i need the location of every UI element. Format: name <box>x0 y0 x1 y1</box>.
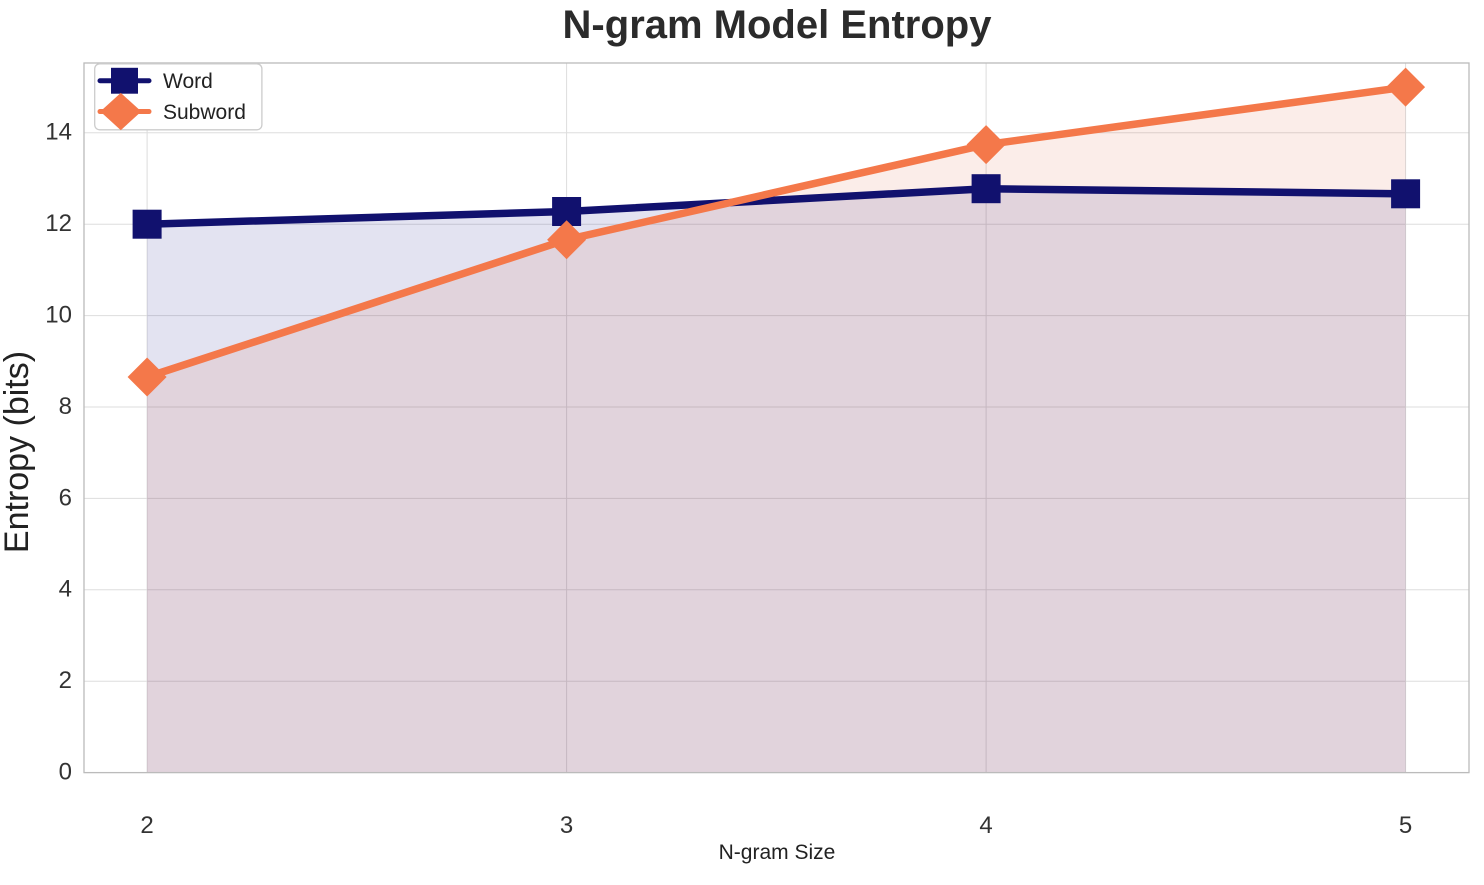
svg-text:5: 5 <box>1399 812 1412 839</box>
svg-text:10: 10 <box>45 302 72 329</box>
svg-text:14: 14 <box>45 119 72 146</box>
svg-text:Entropy (bits): Entropy (bits) <box>0 351 36 553</box>
svg-text:Subword: Subword <box>163 101 246 124</box>
svg-text:2: 2 <box>140 812 153 839</box>
svg-text:12: 12 <box>45 210 72 237</box>
svg-text:0: 0 <box>59 759 72 786</box>
svg-text:2: 2 <box>59 667 72 694</box>
svg-text:8: 8 <box>59 393 72 420</box>
svg-text:N-gram Size: N-gram Size <box>719 841 836 864</box>
svg-text:Word: Word <box>163 70 213 93</box>
svg-text:6: 6 <box>59 484 72 511</box>
svg-text:4: 4 <box>59 576 72 603</box>
svg-text:4: 4 <box>979 812 992 839</box>
svg-text:3: 3 <box>560 812 573 839</box>
